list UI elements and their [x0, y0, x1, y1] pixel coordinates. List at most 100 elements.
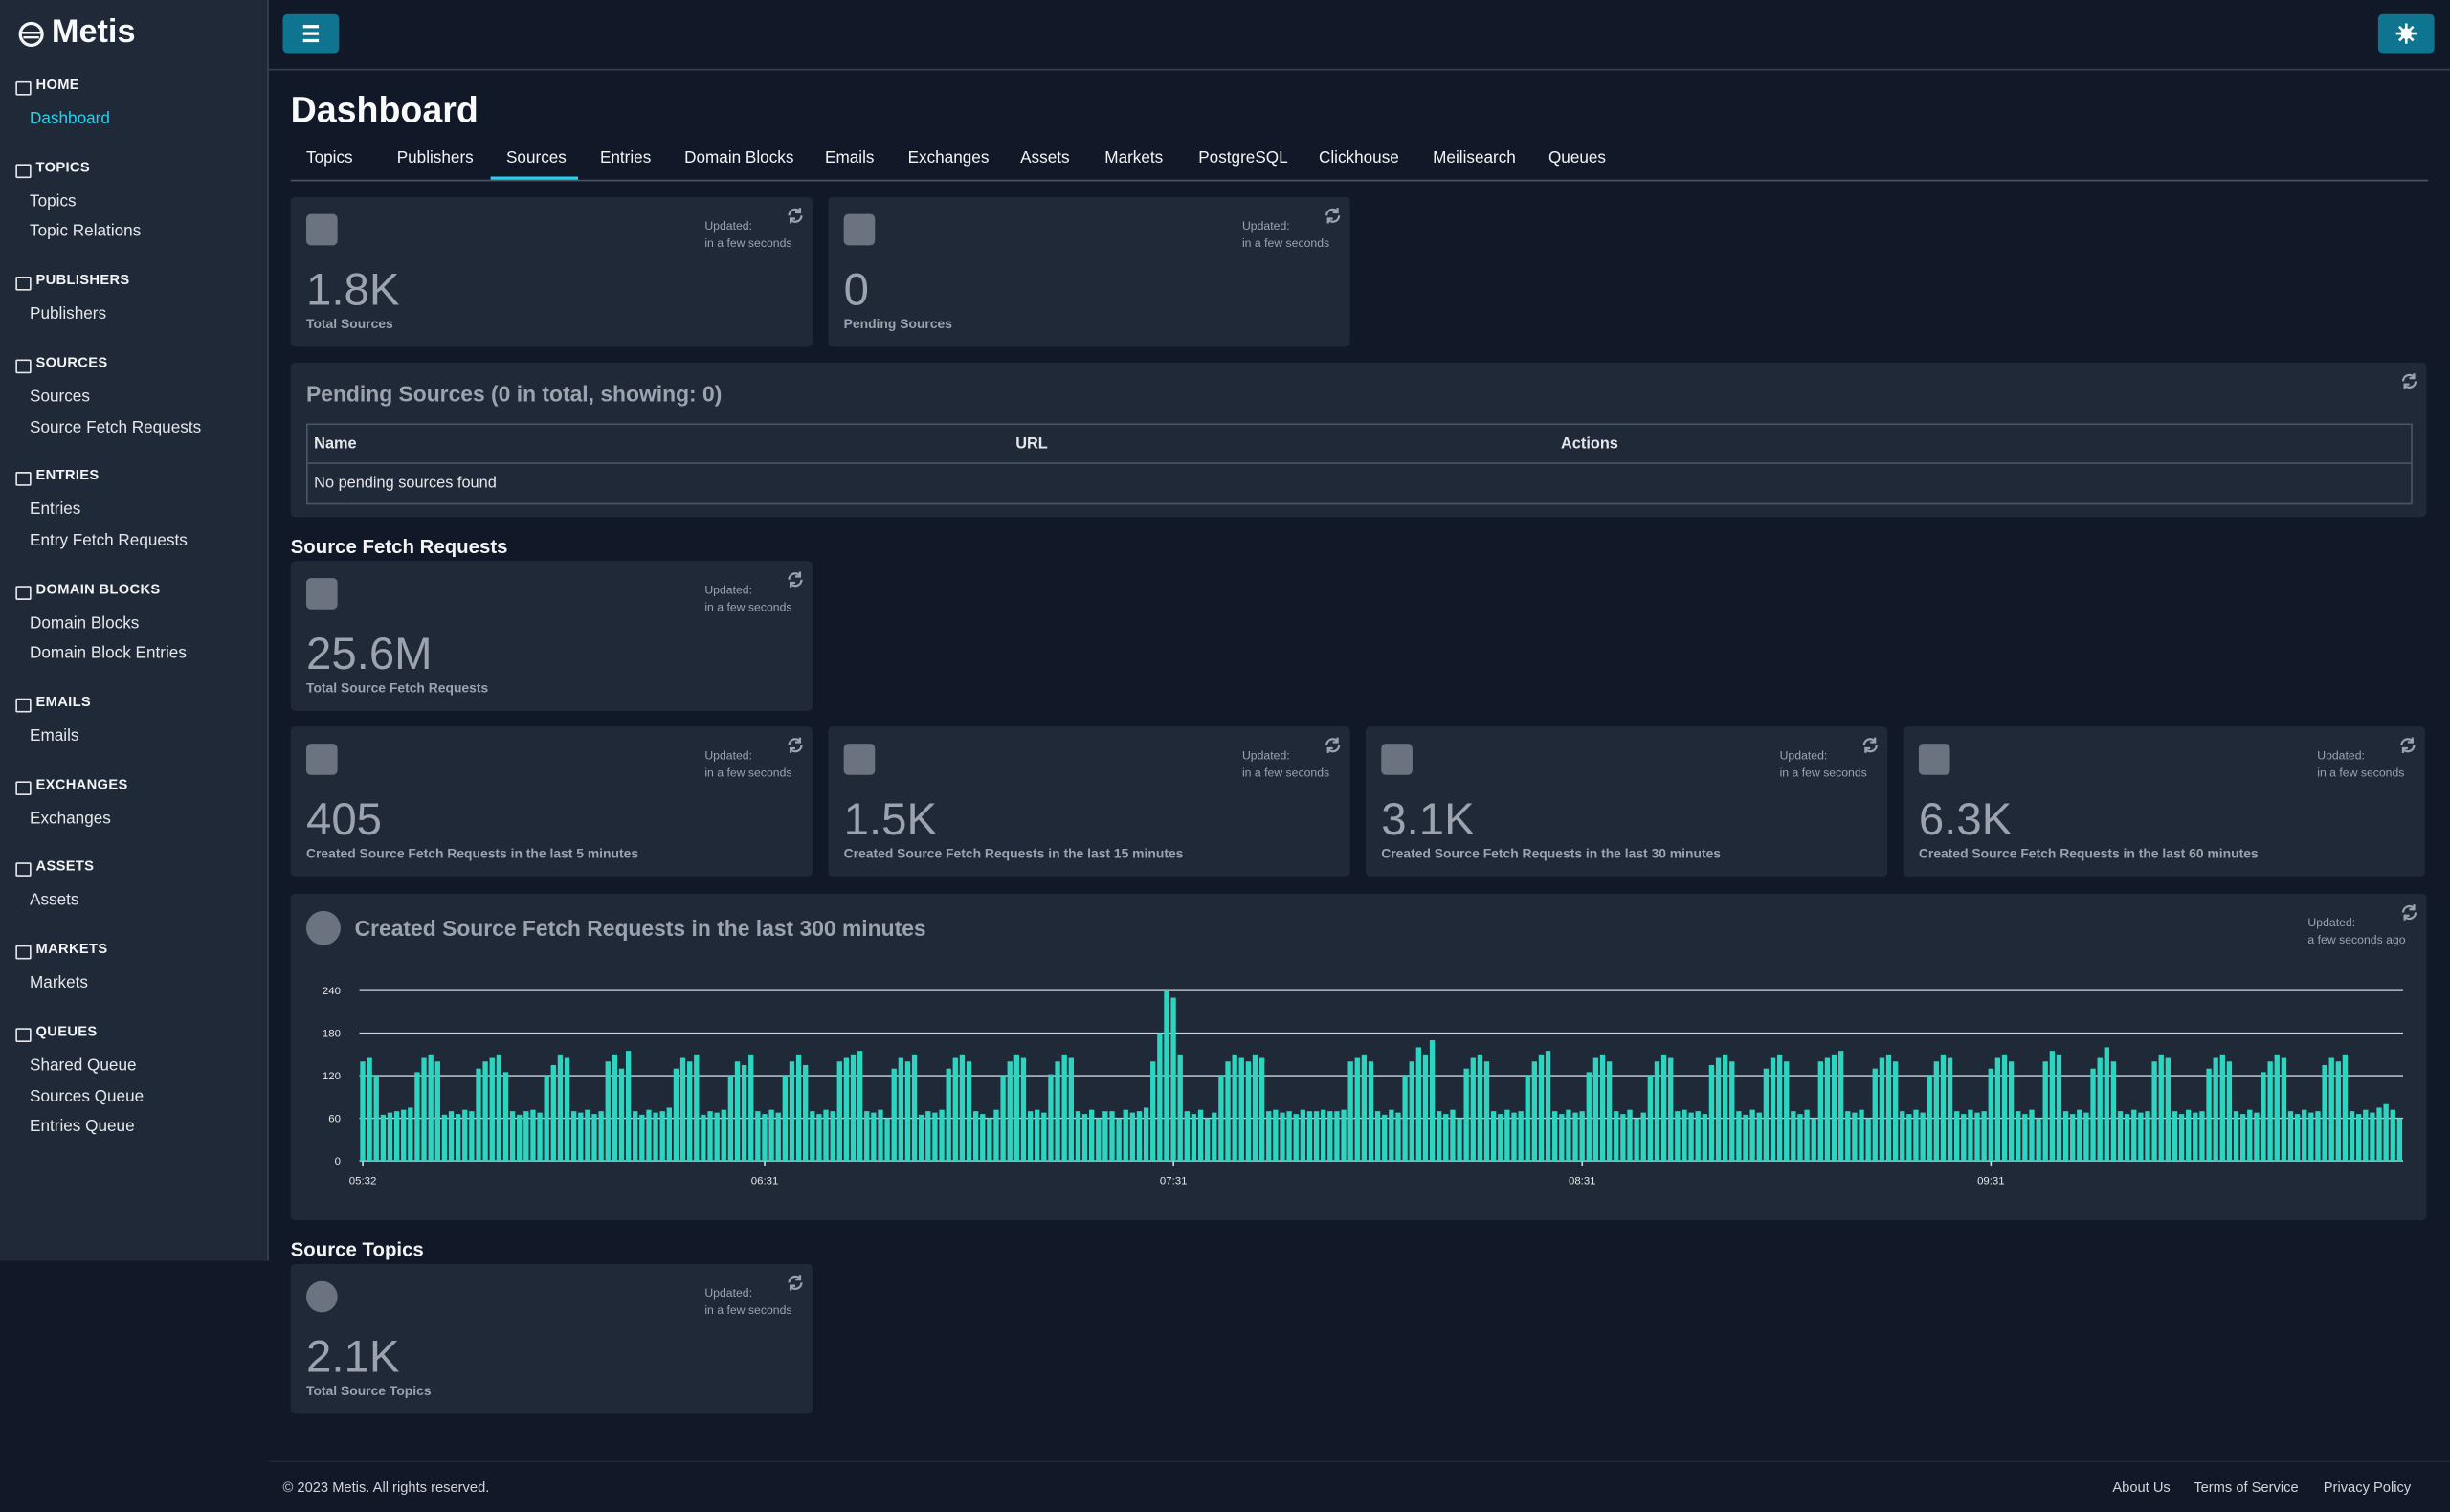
bar [2151, 1061, 2157, 1162]
bar [2145, 1111, 2150, 1162]
nav-link[interactable]: Entry Fetch Requests [30, 530, 188, 550]
tab[interactable]: Markets [1104, 148, 1164, 167]
updated-label: Updated: [1779, 748, 1828, 763]
nav-link[interactable]: Topics [30, 191, 77, 211]
bar [1504, 1109, 1510, 1162]
bar [782, 1076, 789, 1162]
bar [1191, 1114, 1197, 1162]
nav-link[interactable]: Markets [30, 973, 88, 992]
bar [823, 1109, 829, 1162]
bar [523, 1111, 529, 1162]
nav-link[interactable]: Shared Queue [30, 1056, 137, 1075]
tab[interactable]: Sources [505, 148, 567, 167]
tab[interactable]: Clickhouse [1318, 148, 1399, 167]
bar [509, 1111, 516, 1162]
bar [1974, 1112, 1980, 1162]
nav-link[interactable]: Exchanges [30, 809, 111, 828]
nav-link[interactable]: Sources [30, 387, 90, 407]
bar [1838, 1051, 1844, 1162]
nav-link[interactable]: Dashboard [30, 109, 110, 128]
pending-card: Pending Sources (0 in total, showing: 0)… [290, 362, 2427, 518]
tab[interactable]: Publishers [396, 148, 474, 167]
bar [2267, 1061, 2273, 1162]
footer-link[interactable]: Terms of Service [2194, 1479, 2299, 1496]
bar [1770, 1057, 1776, 1162]
bar [666, 1107, 672, 1162]
tab[interactable]: Domain Blocks [684, 148, 794, 167]
bar [679, 1057, 686, 1162]
bar [1170, 997, 1176, 1162]
bar [2029, 1109, 2035, 1162]
bar [1102, 1111, 1108, 1162]
bar [1035, 1109, 1040, 1162]
bar [2049, 1051, 2056, 1162]
tab[interactable]: PostgreSQL [1198, 148, 1288, 167]
refresh-button[interactable] [2400, 372, 2419, 391]
section-icon [15, 780, 32, 795]
nav-link[interactable]: Emails [30, 726, 79, 745]
bar [1463, 1068, 1469, 1162]
nav-link[interactable]: Sources Queue [30, 1086, 145, 1106]
refresh-button[interactable] [1324, 207, 1343, 226]
refresh-button[interactable] [786, 207, 805, 226]
refresh-button[interactable] [2398, 736, 2417, 755]
refresh-button[interactable] [2400, 903, 2419, 923]
updated-time: in a few seconds [704, 234, 792, 250]
refresh-button[interactable] [786, 570, 805, 589]
nav-link[interactable]: Entries [30, 500, 81, 520]
tab[interactable]: Entries [599, 148, 652, 167]
nav-link[interactable]: Assets [30, 891, 79, 910]
bar [1743, 1114, 1748, 1162]
tab[interactable]: Meilisearch [1433, 148, 1516, 167]
theme-button[interactable] [2377, 13, 2435, 54]
stat-value: 3.1K [1381, 795, 1475, 846]
bar [476, 1068, 481, 1162]
footer-link[interactable]: Privacy Policy [2323, 1479, 2412, 1496]
bar [987, 1118, 992, 1162]
nav-link[interactable]: Publishers [30, 304, 107, 324]
refresh-button[interactable] [786, 1274, 805, 1293]
bar [496, 1054, 502, 1162]
bar [1000, 1076, 1006, 1162]
bar [1013, 1054, 1020, 1162]
bar [1933, 1061, 1940, 1162]
nav-link[interactable]: Domain Block Entries [30, 644, 187, 663]
refresh-icon [788, 208, 803, 224]
refresh-icon [1325, 737, 1341, 753]
refresh-button[interactable] [1860, 736, 1880, 755]
bar [1293, 1114, 1299, 1162]
tab[interactable]: Queues [1548, 148, 1607, 167]
bar [1361, 1054, 1368, 1162]
bar [1525, 1076, 1530, 1162]
bar [2322, 1064, 2328, 1162]
bar [1968, 1109, 1973, 1162]
bar [1273, 1109, 1279, 1162]
tab[interactable]: Exchanges [907, 148, 990, 167]
bar [482, 1061, 488, 1162]
bar [1640, 1112, 1646, 1162]
nav-link[interactable]: Domain Blocks [30, 612, 140, 633]
nav-link[interactable]: Topic Relations [30, 222, 142, 242]
bar [401, 1109, 407, 1162]
refresh-button[interactable] [1324, 736, 1343, 755]
bar [2062, 1111, 2069, 1162]
stat-card: Updated: in a few seconds 0 Pending Sources [828, 196, 1350, 347]
footer-link[interactable]: About Us [2112, 1479, 2171, 1496]
bar [1129, 1112, 1136, 1162]
chart-card: Created Source Fetch Requests in the las… [290, 893, 2427, 1221]
tab[interactable]: Emails [825, 148, 875, 167]
menu-button[interactable] [282, 13, 340, 54]
tab[interactable]: Assets [1020, 148, 1070, 167]
nav-link[interactable]: Source Fetch Requests [30, 417, 202, 437]
section-heading: MARKETS [35, 941, 108, 957]
refresh-button[interactable] [786, 736, 805, 755]
bar [1245, 1061, 1252, 1162]
bar [2390, 1109, 2395, 1162]
bar [884, 1118, 890, 1162]
bar [952, 1057, 958, 1162]
tab[interactable]: Topics [305, 148, 353, 167]
section-heading: PUBLISHERS [35, 272, 130, 288]
nav-link[interactable]: Entries Queue [30, 1117, 135, 1137]
bar [2090, 1068, 2096, 1162]
